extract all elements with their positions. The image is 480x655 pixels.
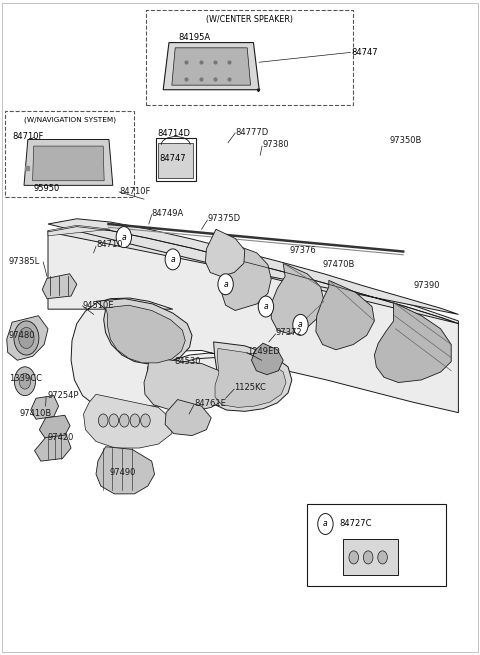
Text: 84710F: 84710F bbox=[119, 187, 150, 196]
Polygon shape bbox=[211, 342, 292, 411]
Text: 97376: 97376 bbox=[290, 246, 317, 255]
Text: 97350B: 97350B bbox=[390, 136, 422, 145]
Polygon shape bbox=[48, 231, 458, 413]
Text: 97470B: 97470B bbox=[323, 260, 355, 269]
Text: a: a bbox=[223, 280, 228, 289]
Text: 97480: 97480 bbox=[9, 331, 35, 340]
Circle shape bbox=[130, 414, 140, 427]
Circle shape bbox=[378, 551, 387, 564]
Circle shape bbox=[109, 414, 119, 427]
Text: 97254P: 97254P bbox=[47, 391, 79, 400]
Text: a: a bbox=[323, 519, 328, 529]
Polygon shape bbox=[42, 274, 77, 299]
Text: 1249ED: 1249ED bbox=[247, 346, 279, 356]
Polygon shape bbox=[271, 263, 324, 334]
Polygon shape bbox=[215, 348, 286, 407]
Text: (W/CENTER SPEAKER): (W/CENTER SPEAKER) bbox=[206, 15, 293, 24]
Circle shape bbox=[349, 551, 359, 564]
Text: 97420: 97420 bbox=[47, 433, 73, 442]
Text: 95950: 95950 bbox=[34, 184, 60, 193]
Polygon shape bbox=[172, 48, 251, 85]
Polygon shape bbox=[7, 316, 48, 360]
Circle shape bbox=[318, 514, 333, 534]
Circle shape bbox=[363, 551, 373, 564]
Circle shape bbox=[19, 328, 34, 348]
Text: 97375D: 97375D bbox=[207, 214, 240, 223]
Polygon shape bbox=[24, 140, 113, 185]
Circle shape bbox=[14, 367, 36, 396]
Polygon shape bbox=[205, 229, 245, 276]
Circle shape bbox=[218, 274, 233, 295]
Polygon shape bbox=[374, 303, 451, 383]
Text: 97390: 97390 bbox=[414, 281, 440, 290]
Polygon shape bbox=[106, 305, 185, 363]
Polygon shape bbox=[343, 539, 398, 575]
Text: 1339CC: 1339CC bbox=[9, 374, 42, 383]
Bar bbox=[5, 111, 134, 196]
Polygon shape bbox=[33, 146, 104, 181]
Circle shape bbox=[293, 314, 308, 335]
Text: 84749A: 84749A bbox=[152, 209, 184, 218]
Text: 84747: 84747 bbox=[351, 48, 378, 57]
Polygon shape bbox=[96, 447, 155, 494]
Text: 84747: 84747 bbox=[159, 154, 186, 163]
Polygon shape bbox=[158, 143, 193, 178]
Polygon shape bbox=[48, 225, 110, 236]
Text: (W/NAVIGATION SYSTEM): (W/NAVIGATION SYSTEM) bbox=[24, 117, 116, 123]
Text: 84714D: 84714D bbox=[157, 128, 191, 138]
Polygon shape bbox=[144, 358, 229, 411]
Polygon shape bbox=[165, 400, 211, 436]
Text: a: a bbox=[298, 320, 303, 329]
Polygon shape bbox=[48, 219, 458, 324]
Text: 84195A: 84195A bbox=[179, 33, 210, 43]
Polygon shape bbox=[252, 343, 283, 375]
Polygon shape bbox=[222, 245, 271, 310]
Polygon shape bbox=[96, 299, 192, 364]
Text: 84710F: 84710F bbox=[12, 132, 43, 141]
Text: 97410B: 97410B bbox=[19, 409, 51, 419]
Text: a: a bbox=[264, 302, 268, 311]
Circle shape bbox=[19, 373, 31, 389]
Text: 84777D: 84777D bbox=[235, 128, 268, 138]
Text: 84761E: 84761E bbox=[194, 399, 226, 408]
Polygon shape bbox=[316, 280, 374, 350]
Circle shape bbox=[165, 249, 180, 270]
Polygon shape bbox=[163, 43, 259, 90]
Text: a: a bbox=[170, 255, 175, 264]
Text: 84530: 84530 bbox=[175, 357, 201, 366]
Circle shape bbox=[258, 296, 274, 317]
Circle shape bbox=[120, 414, 129, 427]
Polygon shape bbox=[31, 396, 59, 419]
Text: 97385L: 97385L bbox=[9, 257, 40, 267]
Text: 84710: 84710 bbox=[96, 240, 122, 250]
Circle shape bbox=[14, 321, 39, 355]
Circle shape bbox=[116, 227, 132, 248]
Text: 84727C: 84727C bbox=[340, 519, 372, 529]
Text: 97380: 97380 bbox=[262, 140, 288, 149]
Text: 97490: 97490 bbox=[109, 468, 136, 477]
Polygon shape bbox=[39, 415, 70, 439]
Text: 94510E: 94510E bbox=[83, 301, 114, 310]
Polygon shape bbox=[84, 394, 173, 448]
Circle shape bbox=[98, 414, 108, 427]
Text: 97372: 97372 bbox=[276, 328, 302, 337]
Text: a: a bbox=[121, 233, 126, 242]
Bar bbox=[156, 138, 196, 181]
Circle shape bbox=[141, 414, 150, 427]
Bar bbox=[146, 10, 353, 105]
Text: 1125KC: 1125KC bbox=[234, 383, 266, 392]
Polygon shape bbox=[35, 435, 71, 461]
Bar bbox=[307, 504, 446, 586]
